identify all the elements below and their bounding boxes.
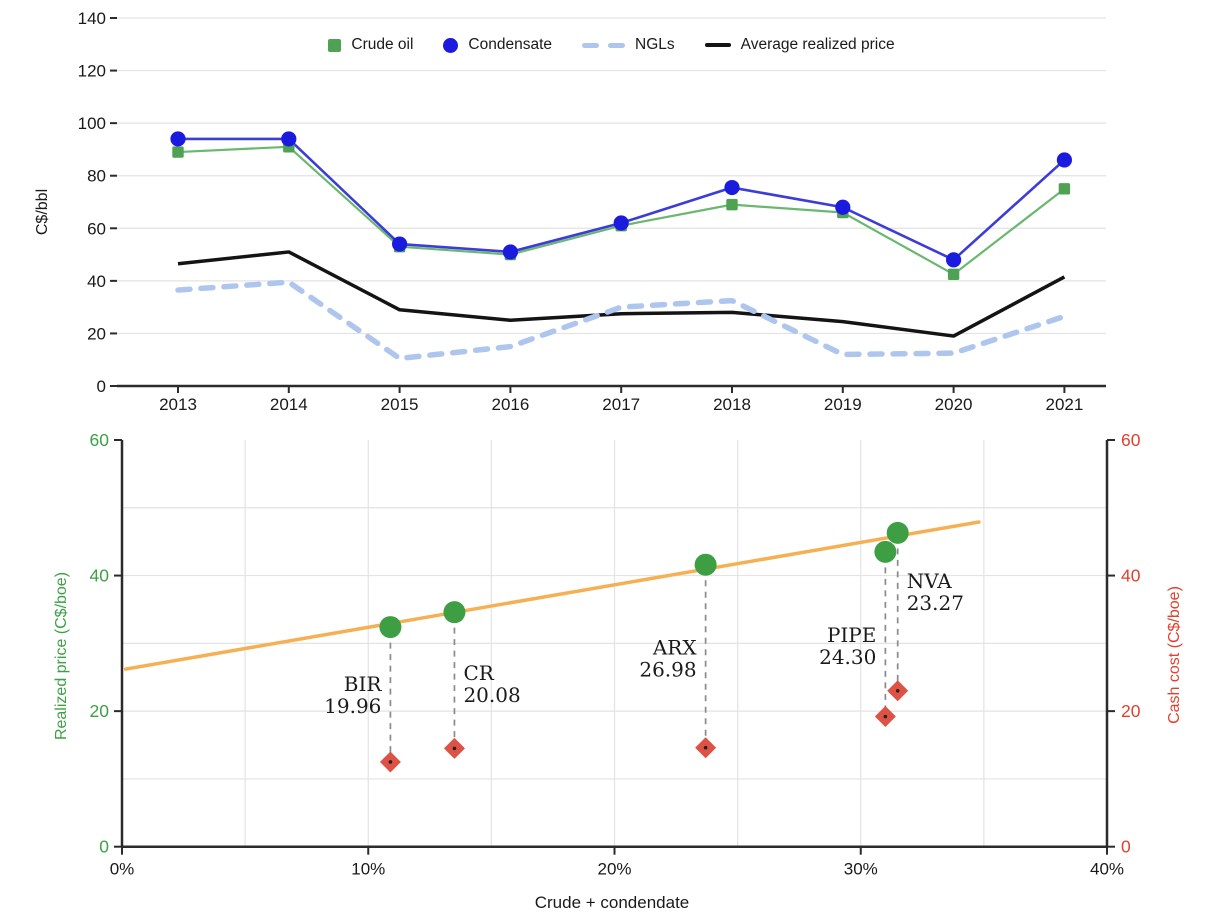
realized-price-point-ARX [694,553,717,576]
top-x-tick-label: 2020 [935,395,973,414]
condensate-marker [835,199,851,215]
condensate-marker [170,131,186,147]
condensate-marker [281,131,297,147]
crude-oil-marker [947,268,960,280]
diamond-center-dot [388,760,393,764]
left-y-tick-label: 20 [90,701,110,721]
point-ticker-label-BIR: BIR [344,672,383,696]
crude-oil-marker [1058,183,1071,195]
crude-oil-square-icon [328,38,342,52]
point-netback-label-ARX: 26.98 [639,657,696,681]
top-x-tick-label: 2017 [602,395,640,414]
top-chart-legend: Crude oil Condensate NGLs Average realiz… [117,28,1106,62]
point-ticker-label-NVA: NVA [907,569,953,593]
point-ticker-label-CR: CR [463,661,494,685]
legend-item-crude-oil: Crude oil [328,36,413,54]
top-y-tick-label: 80 [87,167,106,186]
crude-oil-marker [172,146,184,158]
left-y-tick-label: 60 [90,430,110,450]
top-x-tick-label: 2018 [713,395,751,414]
right-y-tick-label: 60 [1121,430,1141,450]
average-price-line-icon [704,42,731,48]
diamond-center-dot [703,745,708,750]
bottom-x-tick-label: 10% [351,860,385,879]
top-chart-y-axis-title: C$/bbl [34,188,51,236]
top-x-tick-label: 2013 [159,395,197,414]
series-average-realized-price-line [177,250,1066,338]
diamond-center-dot [883,714,888,719]
top-y-tick-label: 60 [87,219,106,238]
right-y-tick-label: 40 [1121,566,1141,586]
top-x-tick-label: 2014 [270,395,308,414]
realized-price-point-NVA [886,521,909,544]
condensate-marker [392,236,408,252]
bottom-chart-right-axis-title: Cash cost (C$/boe) [1166,586,1183,724]
legend-label-ngls: NGLs [635,36,675,53]
condensate-marker [613,215,629,231]
bottom-x-tick-label: 20% [597,860,631,879]
top-y-tick-label: 140 [78,9,106,28]
series-ngls-line [175,279,1068,362]
legend-label-crude-oil: Crude oil [351,36,414,53]
top-x-tick-label: 2015 [381,395,419,414]
right-y-tick-label: 0 [1121,837,1131,857]
left-y-tick-label: 0 [99,837,109,857]
bottom-x-tick-label: 40% [1090,860,1124,879]
bottom-x-tick-label: 0% [110,860,135,879]
top-y-tick-label: 0 [97,377,106,396]
legend-item-average-realized-price: Average realized price [704,36,895,54]
legend-item-ngls: NGLs [582,36,675,54]
diamond-center-dot [452,746,457,751]
top-x-tick-label: 2019 [824,395,862,414]
trend-line [123,520,981,671]
series-crude-oil-line [177,145,1066,276]
top-y-tick-label: 40 [87,272,106,291]
condensate-marker [946,252,962,268]
point-netback-label-CR: 20.08 [463,683,520,707]
top-x-tick-label: 2021 [1045,395,1083,414]
realized-price-point-CR [443,601,466,624]
top-y-tick-label: 120 [78,62,106,81]
left-y-tick-label: 40 [90,566,110,586]
point-ticker-label-ARX: ARX [652,635,698,659]
point-ticker-label-PIPE: PIPE [827,623,876,647]
top-x-tick-label: 2016 [491,395,529,414]
diamond-center-dot [895,688,900,693]
legend-label-average-realized-price: Average realized price [740,36,895,53]
ngls-dashed-line-icon [582,42,626,48]
bottom-chart-left-axis-title: Realized price (C$/boe) [53,571,70,741]
top-chart: 0 20 40 60 80 100 120 140 2013 2014 2015 2016 2017 20… [78,9,1106,414]
point-netback-label-NVA: 23.27 [907,591,964,615]
condensate-marker [1056,152,1072,168]
point-netback-label-PIPE: 24.30 [819,645,876,669]
condensate-marker [502,244,518,260]
top-y-tick-label: 100 [78,114,106,133]
realized-price-point-BIR [379,616,402,639]
condensate-circle-icon [443,37,459,53]
legend-item-condensate: Condensate [443,36,552,54]
legend-label-condensate: Condensate [468,36,553,53]
bottom-x-tick-label: 30% [844,860,878,879]
condensate-marker [724,179,740,196]
realized-price-point-PIPE [874,540,897,563]
point-netback-label-BIR: 19.96 [324,694,381,718]
bottom-chart-x-axis-title: Crude + condendate [534,893,690,912]
right-y-tick-label: 20 [1121,701,1141,721]
series-condensate-line [178,137,1066,262]
crude-oil-marker [726,198,738,211]
top-y-tick-label: 20 [87,324,106,343]
